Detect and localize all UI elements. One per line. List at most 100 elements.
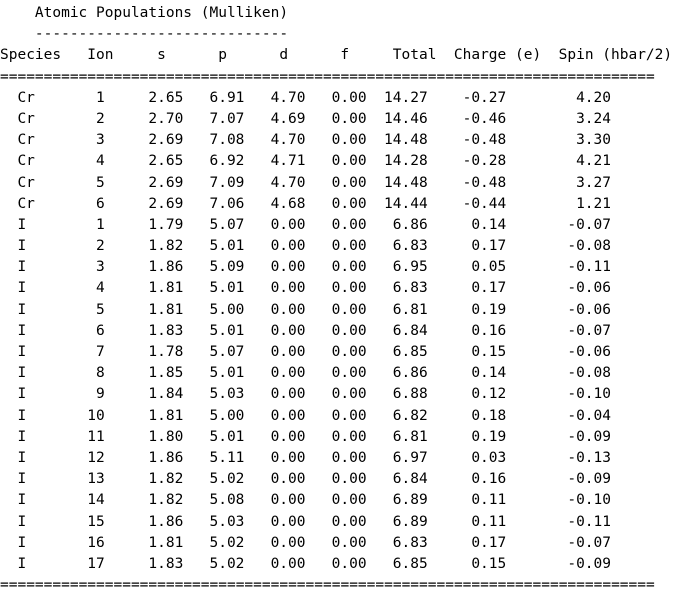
cell-spin: -0.09 bbox=[567, 555, 611, 572]
cell-spin: -0.10 bbox=[567, 386, 611, 403]
column-header-spin: Spin (hbar/2) bbox=[558, 47, 673, 64]
cell-species: I bbox=[17, 216, 27, 233]
cell-d: 4.70 bbox=[270, 132, 306, 149]
cell-p: 7.06 bbox=[209, 195, 245, 212]
cell-f: 0.00 bbox=[331, 174, 367, 191]
cell-s: 2.69 bbox=[148, 132, 184, 149]
cell-d: 0.00 bbox=[270, 555, 306, 572]
cell-p: 5.01 bbox=[209, 280, 245, 297]
cell-total: 14.28 bbox=[384, 153, 428, 170]
cell-p: 5.03 bbox=[209, 386, 245, 403]
table-row: I 14 1.82 5.08 0.00 0.00 6.89 0.11 -0.10 bbox=[0, 490, 682, 511]
column-header-s: s bbox=[157, 47, 166, 64]
cell-charge: 0.19 bbox=[471, 428, 507, 445]
cell-s: 1.80 bbox=[148, 428, 184, 445]
cell-f: 0.00 bbox=[331, 428, 367, 445]
cell-ion: 6 bbox=[96, 195, 105, 212]
cell-d: 4.71 bbox=[270, 153, 306, 170]
cell-ion: 5 bbox=[96, 301, 105, 318]
cell-s: 2.65 bbox=[148, 89, 184, 106]
cell-spin: -0.06 bbox=[567, 344, 611, 360]
cell-spin: -0.11 bbox=[567, 259, 611, 276]
title-underline: ----------------------------- bbox=[34, 26, 289, 43]
cell-total: 6.84 bbox=[392, 322, 428, 339]
cell-charge: 0.19 bbox=[471, 301, 507, 318]
cell-spin: -0.04 bbox=[567, 407, 611, 424]
cell-species: I bbox=[17, 513, 27, 530]
cell-charge: -0.44 bbox=[462, 195, 507, 212]
cell-s: 1.78 bbox=[148, 344, 184, 360]
cell-f: 0.00 bbox=[331, 132, 367, 149]
cell-spin: -0.10 bbox=[567, 492, 611, 509]
cell-s: 1.86 bbox=[148, 449, 184, 466]
cell-charge: 0.14 bbox=[471, 216, 507, 233]
cell-spin: 3.30 bbox=[576, 132, 611, 149]
table-row: Cr 5 2.69 7.09 4.70 0.00 14.48 -0.48 3.27 bbox=[0, 173, 682, 194]
column-header-species: Species bbox=[0, 47, 62, 64]
cell-total: 6.81 bbox=[392, 428, 428, 445]
cell-spin: -0.08 bbox=[567, 365, 611, 382]
cell-charge: -0.48 bbox=[462, 132, 507, 149]
table-row: I 11 1.80 5.01 0.00 0.00 6.81 0.19 -0.09 bbox=[0, 427, 682, 448]
cell-s: 1.84 bbox=[148, 386, 184, 403]
cell-f: 0.00 bbox=[331, 471, 367, 488]
cell-charge: 0.17 bbox=[471, 238, 507, 255]
cell-d: 0.00 bbox=[270, 280, 306, 297]
cell-spin: -0.13 bbox=[567, 449, 611, 466]
cell-spin: 1.21 bbox=[576, 195, 611, 212]
cell-spin: -0.08 bbox=[567, 238, 611, 255]
cell-charge: 0.15 bbox=[471, 555, 507, 572]
cell-ion: 6 bbox=[96, 322, 105, 339]
table-row: I 3 1.86 5.09 0.00 0.00 6.95 0.05 -0.11 bbox=[0, 257, 682, 278]
cell-species: I bbox=[17, 428, 27, 445]
cell-d: 0.00 bbox=[270, 322, 306, 339]
cell-p: 5.02 bbox=[209, 471, 245, 488]
cell-s: 1.79 bbox=[148, 216, 184, 233]
cell-ion: 17 bbox=[87, 555, 105, 572]
cell-d: 0.00 bbox=[270, 386, 306, 403]
cell-species: I bbox=[17, 407, 27, 424]
cell-ion: 2 bbox=[96, 110, 105, 127]
cell-total: 6.83 bbox=[392, 534, 428, 551]
cell-p: 5.01 bbox=[209, 322, 245, 339]
cell-ion: 8 bbox=[96, 365, 105, 382]
cell-d: 0.00 bbox=[270, 471, 306, 488]
cell-species: I bbox=[17, 555, 27, 572]
column-header-d: d bbox=[279, 47, 289, 64]
cell-total: 14.48 bbox=[384, 132, 428, 149]
cell-spin: -0.06 bbox=[567, 301, 611, 318]
cell-p: 5.00 bbox=[209, 407, 245, 424]
cell-charge: -0.48 bbox=[462, 174, 507, 191]
cell-spin: 3.24 bbox=[576, 110, 611, 127]
cell-total: 14.27 bbox=[384, 89, 428, 106]
separator-line-top: ========================================… bbox=[0, 68, 655, 85]
cell-p: 7.08 bbox=[209, 132, 245, 149]
cell-charge: 0.11 bbox=[471, 492, 507, 509]
cell-s: 1.81 bbox=[148, 301, 184, 318]
table-row: Cr 6 2.69 7.06 4.68 0.00 14.44 -0.44 1.21 bbox=[0, 194, 682, 215]
cell-spin: 3.27 bbox=[576, 174, 611, 191]
cell-species: Cr bbox=[17, 195, 35, 212]
cell-charge: 0.14 bbox=[471, 365, 507, 382]
cell-d: 4.70 bbox=[270, 174, 306, 191]
cell-charge: -0.28 bbox=[462, 153, 507, 170]
cell-p: 5.01 bbox=[209, 238, 245, 255]
cell-total: 6.83 bbox=[392, 238, 428, 255]
cell-species: I bbox=[17, 492, 27, 509]
cell-ion: 1 bbox=[96, 89, 105, 106]
cell-species: I bbox=[17, 238, 27, 255]
cell-spin: 4.21 bbox=[576, 153, 611, 170]
cell-ion: 3 bbox=[96, 259, 105, 276]
cell-charge: -0.46 bbox=[462, 110, 507, 127]
cell-spin: -0.07 bbox=[567, 534, 611, 551]
table-row: I 12 1.86 5.11 0.00 0.00 6.97 0.03 -0.13 bbox=[0, 448, 682, 469]
cell-spin: -0.11 bbox=[567, 513, 611, 530]
table-row: Cr 2 2.70 7.07 4.69 0.00 14.46 -0.46 3.24 bbox=[0, 109, 682, 130]
table-row: I 4 1.81 5.01 0.00 0.00 6.83 0.17 -0.06 bbox=[0, 278, 682, 299]
cell-s: 1.82 bbox=[148, 471, 184, 488]
table-body: Cr 1 2.65 6.91 4.70 0.00 14.27 -0.27 4.20 Cr 2 2.70… bbox=[0, 88, 682, 575]
cell-charge: 0.03 bbox=[471, 449, 507, 466]
cell-f: 0.00 bbox=[331, 365, 367, 382]
table-row: I 6 1.83 5.01 0.00 0.00 6.84 0.16 -0.07 bbox=[0, 321, 682, 342]
